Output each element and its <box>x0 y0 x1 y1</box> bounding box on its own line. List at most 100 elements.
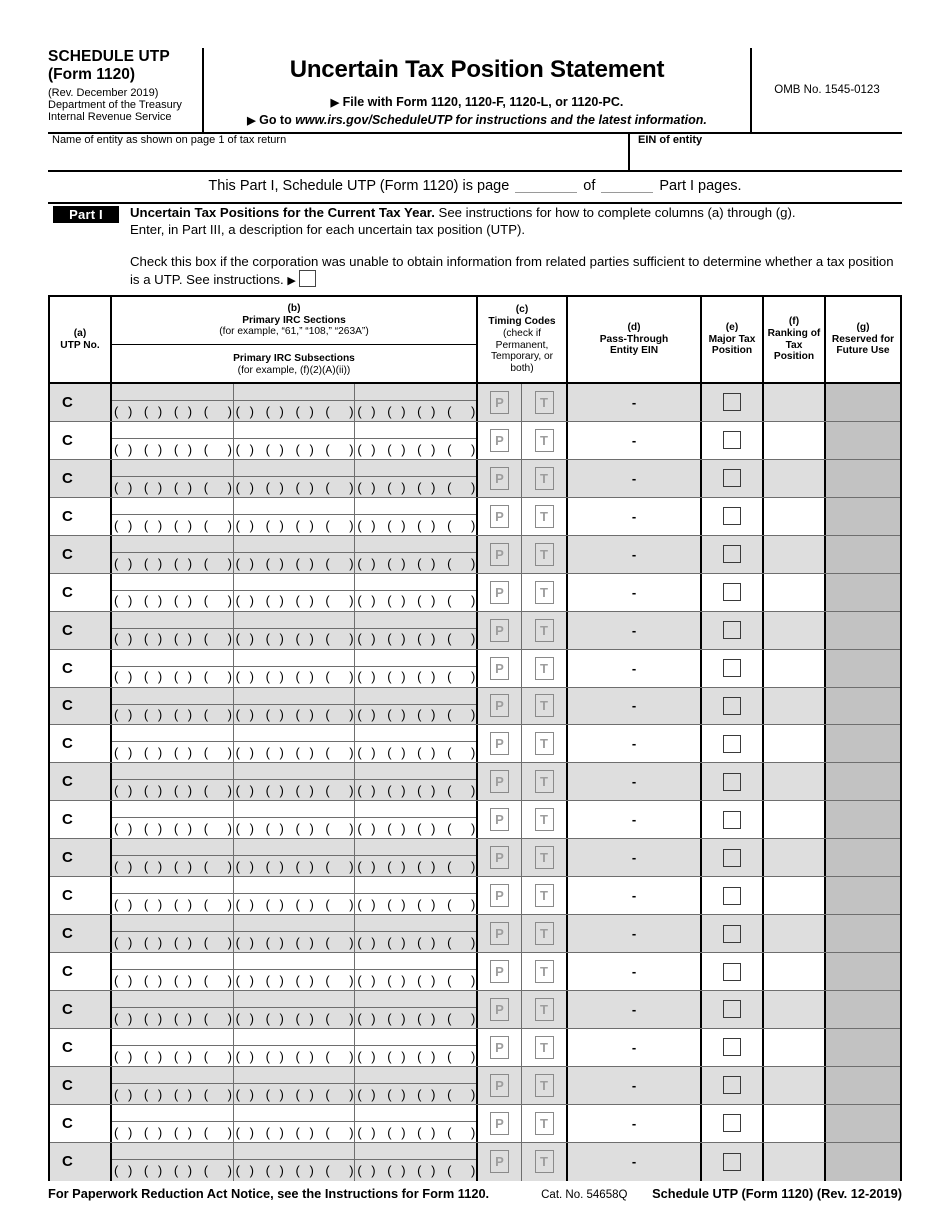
irc-section-input[interactable] <box>233 991 355 1008</box>
subsection-input[interactable]: ( ) <box>325 934 354 950</box>
cell-utp-no[interactable]: C <box>50 991 112 1028</box>
cell-utp-no[interactable]: C <box>50 1028 112 1066</box>
subsection-input[interactable]: ( ) <box>235 403 254 419</box>
irc-section-input[interactable] <box>112 1143 233 1160</box>
subsection-input[interactable]: ( ) <box>447 745 475 761</box>
major-tax-position-checkbox[interactable] <box>723 431 741 450</box>
subsection-input[interactable]: ( ) <box>114 934 132 950</box>
subsection-input[interactable]: ( ) <box>325 669 354 685</box>
cell-passthrough-ein[interactable]: - <box>568 459 702 497</box>
subsection-input[interactable]: ( ) <box>265 479 284 495</box>
irc-section-input[interactable] <box>112 536 233 553</box>
irc-section-input[interactable] <box>355 877 477 895</box>
subsection-input[interactable]: ( ) <box>143 934 162 950</box>
subsection-input[interactable]: ( ) <box>447 403 475 419</box>
subsection-input[interactable]: ( ) <box>114 479 132 495</box>
cell-major-tax-position[interactable] <box>702 1104 764 1142</box>
timing-temporary-checkbox[interactable]: T <box>534 1111 554 1135</box>
cell-major-tax-position[interactable] <box>702 801 764 839</box>
timing-permanent-cell[interactable]: P <box>478 421 523 459</box>
cell-ranking[interactable] <box>764 459 826 497</box>
subsection-input[interactable]: ( ) <box>114 1010 132 1026</box>
cell-major-tax-position[interactable] <box>702 497 764 535</box>
timing-permanent-cell[interactable]: P <box>478 763 523 801</box>
timing-temporary-cell[interactable]: T <box>522 1105 566 1142</box>
irc-section-input[interactable] <box>112 422 233 439</box>
subsection-input[interactable]: ( ) <box>203 934 232 950</box>
subsection-input[interactable]: ( ) <box>295 1048 314 1064</box>
timing-temporary-checkbox[interactable]: T <box>534 504 554 528</box>
major-tax-position-checkbox[interactable] <box>723 886 741 905</box>
cell-major-tax-position[interactable] <box>702 384 764 421</box>
subsection-input[interactable]: ( ) <box>235 1162 254 1178</box>
subsection-input[interactable]: ( ) <box>203 555 232 571</box>
subsection-input[interactable]: ( ) <box>114 1162 132 1178</box>
irc-section-input[interactable] <box>355 953 477 971</box>
subsection-input[interactable]: ( ) <box>295 745 314 761</box>
subsection-input[interactable]: ( ) <box>357 1162 376 1178</box>
irc-section-input[interactable] <box>233 953 355 971</box>
subsection-input[interactable]: ( ) <box>417 479 436 495</box>
subsection-input[interactable]: ( ) <box>295 1010 314 1026</box>
irc-section-input[interactable] <box>233 1029 355 1046</box>
subsection-input[interactable]: ( ) <box>447 631 475 647</box>
subsection-input[interactable]: ( ) <box>235 783 254 799</box>
subsection-input[interactable]: ( ) <box>417 441 436 457</box>
subsection-input[interactable]: ( ) <box>447 1086 475 1102</box>
subsection-input[interactable]: ( ) <box>265 1162 284 1178</box>
cell-utp-no[interactable]: C <box>50 877 112 915</box>
subsection-input[interactable]: ( ) <box>357 631 376 647</box>
timing-permanent-checkbox[interactable]: P <box>490 694 509 718</box>
major-tax-position-checkbox[interactable] <box>723 734 741 753</box>
subsection-input[interactable]: ( ) <box>417 631 436 647</box>
subsection-input[interactable]: ( ) <box>447 972 475 988</box>
subsection-input[interactable]: ( ) <box>203 403 232 419</box>
subsection-input[interactable]: ( ) <box>357 517 376 533</box>
subsection-input[interactable]: ( ) <box>295 593 314 609</box>
subsection-input[interactable]: ( ) <box>114 859 132 874</box>
cell-utp-no[interactable]: C <box>50 763 112 801</box>
irc-section-input[interactable] <box>355 725 477 743</box>
subsection-input[interactable]: ( ) <box>357 745 376 761</box>
cell-ranking[interactable] <box>764 991 826 1028</box>
cell-major-tax-position[interactable] <box>702 725 764 763</box>
cell-utp-no[interactable]: C <box>50 839 112 877</box>
timing-temporary-cell[interactable]: T <box>522 536 566 573</box>
irc-section-input[interactable] <box>233 422 355 439</box>
irc-section-input[interactable] <box>355 1105 477 1122</box>
subsection-input[interactable]: ( ) <box>357 934 376 950</box>
timing-permanent-cell[interactable]: P <box>478 915 523 953</box>
subsection-input[interactable]: ( ) <box>417 934 436 950</box>
timing-permanent-cell[interactable]: P <box>478 649 523 687</box>
cell-major-tax-position[interactable] <box>702 991 764 1028</box>
subsection-input[interactable]: ( ) <box>173 517 192 533</box>
subsection-input[interactable]: ( ) <box>295 821 314 837</box>
cell-ranking[interactable] <box>764 877 826 915</box>
subsection-input[interactable]: ( ) <box>143 783 162 799</box>
subsection-input[interactable]: ( ) <box>173 403 192 419</box>
timing-temporary-cell[interactable]: T <box>522 498 566 535</box>
subsection-input[interactable]: ( ) <box>235 1124 254 1140</box>
irc-section-input[interactable] <box>233 763 355 781</box>
subsection-input[interactable]: ( ) <box>447 441 475 457</box>
subsection-input[interactable]: ( ) <box>447 859 475 874</box>
cell-passthrough-ein[interactable]: - <box>568 763 702 801</box>
timing-permanent-cell[interactable]: P <box>478 725 523 763</box>
subsection-input[interactable]: ( ) <box>265 517 284 533</box>
timing-permanent-checkbox[interactable]: P <box>490 542 509 566</box>
timing-temporary-cell[interactable]: T <box>522 839 566 876</box>
subsection-input[interactable]: ( ) <box>203 441 232 457</box>
subsection-input[interactable]: ( ) <box>447 593 475 609</box>
subsection-input[interactable]: ( ) <box>447 1048 475 1064</box>
subsection-input[interactable]: ( ) <box>387 1010 406 1026</box>
subsection-input[interactable]: ( ) <box>143 517 162 533</box>
subsection-input[interactable]: ( ) <box>203 1048 232 1064</box>
subsection-input[interactable]: ( ) <box>417 1124 436 1140</box>
subsection-input[interactable]: ( ) <box>143 555 162 571</box>
cell-utp-no[interactable]: C <box>50 459 112 497</box>
cell-ranking[interactable] <box>764 1028 826 1066</box>
subsection-input[interactable]: ( ) <box>203 593 232 609</box>
subsection-input[interactable]: ( ) <box>265 783 284 799</box>
timing-permanent-checkbox[interactable]: P <box>490 808 509 832</box>
irc-section-input[interactable] <box>112 763 233 781</box>
